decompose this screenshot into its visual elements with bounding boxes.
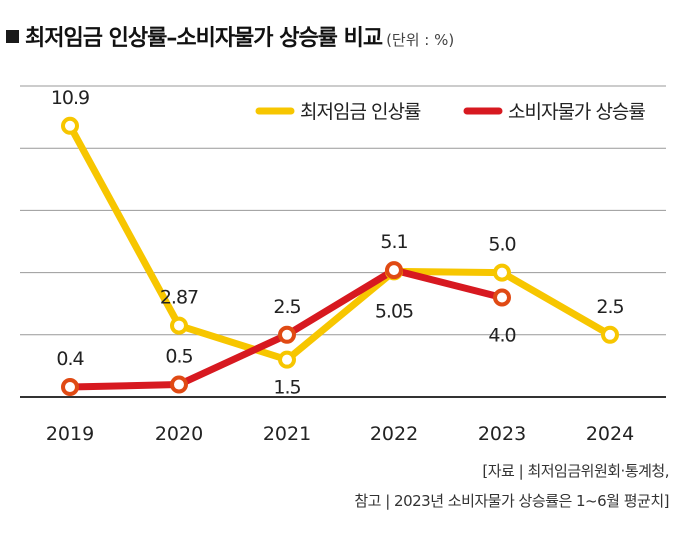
- data-label-cpi: 0.5: [165, 346, 192, 368]
- data-point-cpi: [61, 378, 79, 397]
- data-point-min-wage: [493, 263, 511, 282]
- legend-label-min-wage: 최저임금 인상률: [300, 101, 421, 123]
- x-tick-label: 2020: [155, 423, 203, 445]
- data-point-min-wage: [61, 116, 79, 135]
- chart-title: 최저임금 인상률–소비자물가 상승률 비교: [25, 26, 383, 51]
- source-line-2: 참고 | 2023년 소비자물가 상승률은 1~6월 평균치]: [354, 492, 669, 510]
- data-point-min-wage: [278, 350, 296, 369]
- data-label-min-wage: 1.5: [273, 377, 300, 399]
- data-point-cpi: [493, 288, 511, 307]
- x-tick-label: 2019: [46, 423, 94, 445]
- data-point-cpi: [385, 261, 403, 280]
- source-line-1: [자료 | 최저임금위원회·통계청,: [482, 462, 669, 480]
- legend-label-cpi: 소비자물가 상승률: [508, 101, 645, 123]
- data-point-cpi: [170, 375, 188, 394]
- series-line-min-wage: [66, 122, 614, 364]
- data-point-min-wage: [601, 325, 619, 344]
- data-label-cpi: 2.5: [273, 296, 300, 318]
- data-label-cpi: 0.4: [56, 348, 84, 370]
- chart-title-block: 최저임금 인상률–소비자물가 상승률 비교 (단위 : %): [6, 20, 454, 52]
- data-label-min-wage: 2.87: [160, 287, 198, 309]
- unit-label: (단위 : %): [386, 31, 455, 49]
- data-label-min-wage: 10.9: [51, 87, 89, 109]
- data-label-min-wage: 5.05: [375, 300, 413, 322]
- data-point-cpi: [278, 325, 296, 344]
- x-tick-label: 2023: [478, 423, 526, 445]
- source-note: [자료 | 최저임금위원회·통계청, 참고 | 2023년 소비자물가 상승률은…: [354, 456, 669, 516]
- x-tick-label: 2021: [263, 423, 311, 445]
- data-label-min-wage: 2.5: [596, 296, 623, 318]
- data-label-cpi: 5.1: [380, 231, 407, 253]
- data-label-min-wage: 5.0: [488, 234, 515, 256]
- data-point-min-wage: [170, 316, 188, 335]
- x-tick-label: 2024: [586, 423, 634, 445]
- x-tick-label: 2022: [370, 423, 418, 445]
- title-square-icon: [6, 30, 19, 43]
- data-label-cpi: 4.0: [488, 324, 515, 346]
